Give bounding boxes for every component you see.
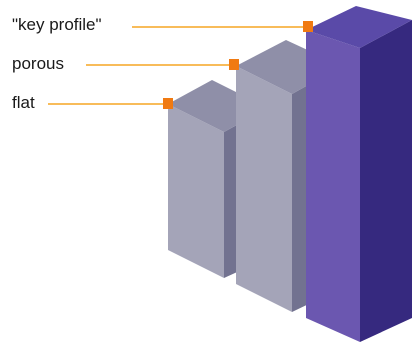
porous-prism-front bbox=[236, 66, 292, 312]
key-profile-prism-top bbox=[306, 6, 412, 48]
callout-key-profile-marker bbox=[303, 21, 313, 32]
callout-porous: porous bbox=[12, 54, 239, 73]
key-profile-prism-side bbox=[360, 20, 412, 342]
callout-flat: flat bbox=[12, 93, 173, 112]
callout-flat-marker bbox=[163, 98, 173, 109]
callout-key-profile: "key profile" bbox=[12, 15, 313, 34]
flat-prism-front bbox=[168, 104, 224, 278]
callout-porous-marker bbox=[229, 59, 239, 70]
callout-key-profile-label: "key profile" bbox=[12, 15, 102, 34]
callout-flat-label: flat bbox=[12, 93, 35, 112]
key-profile-prism bbox=[306, 6, 412, 342]
callout-porous-label: porous bbox=[12, 54, 64, 73]
key-profile-prism-front bbox=[306, 30, 360, 342]
